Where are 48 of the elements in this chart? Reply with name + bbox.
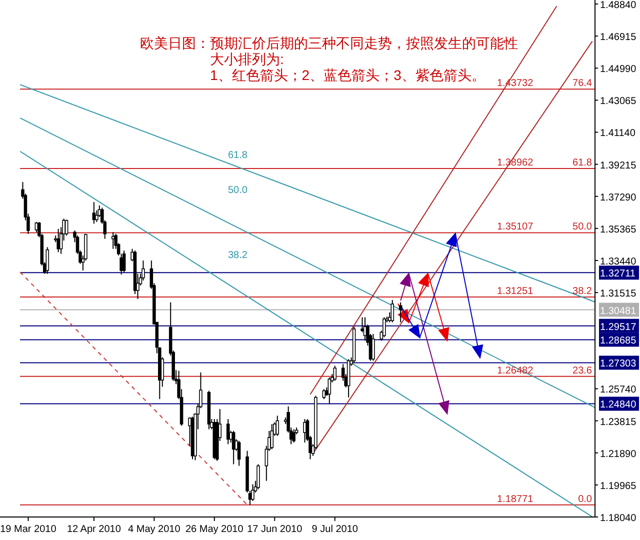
y-tick-label: 1.21890: [600, 448, 637, 460]
x-tick-label: 12 Apr 2010: [66, 524, 122, 535]
annotation: 50.0: [572, 222, 592, 233]
x-tick-label: 4 May 2010: [128, 524, 181, 535]
y-tick-label: 1.46915: [600, 32, 637, 44]
y-tick-label: 1.43065: [600, 96, 637, 108]
ref-line-label: 1.32711: [600, 268, 636, 280]
x-tick-label: 26 May 2010: [185, 524, 244, 535]
ref-line-label: 1.28685: [600, 336, 637, 347]
ref-line-label: 1.27303: [600, 358, 637, 370]
annotation: 76.4: [572, 78, 592, 90]
price-label: 1.24840: [599, 396, 639, 411]
annotation: 23.6: [572, 365, 592, 376]
y-tick-label: 1.39215: [600, 160, 637, 172]
price-label: 1.30481: [599, 302, 639, 317]
y-tick-label: 1.19965: [600, 480, 637, 492]
ref-line-label: 1.31251: [497, 286, 534, 297]
annotation: 61.8: [228, 150, 248, 161]
y-tick-label: 1.25740: [600, 384, 637, 396]
annotation: 1、红色箭头；2、蓝色箭头；3、紫色箭头。: [210, 67, 486, 83]
ref-line-label: 1.30481: [600, 306, 637, 317]
price-label: 1.29517: [599, 318, 639, 333]
annotation: 0.0: [578, 494, 592, 505]
y-tick-label: 1.48840: [600, 0, 637, 11]
annotation: 38.2: [572, 286, 592, 297]
ref-line-label: 1.18771: [497, 494, 534, 505]
x-tick-label: 17 Jun 2010: [247, 524, 303, 535]
y-tick-label: 1.41140: [600, 128, 636, 140]
annotation: 61.8: [572, 158, 592, 169]
price-label: 1.27303: [599, 356, 639, 370]
y-tick-label: 1.23815: [600, 416, 637, 428]
price-label: 1.28685: [599, 332, 639, 347]
ref-line-label: 1.29517: [600, 322, 637, 333]
text: 欧美日图：预期汇价后期的三种不同走势，按照发生的可能性: [140, 35, 518, 51]
y-tick-label: 1.31515: [600, 288, 637, 300]
annotation: 38.2: [228, 250, 248, 261]
x-tick-label: 9 Jul 2010: [312, 524, 358, 535]
y-tick-label: 1.37290: [600, 192, 637, 204]
ref-line-label: 1.35107: [497, 222, 534, 233]
y-tick-label: 1.35365: [600, 224, 637, 236]
y-tick-label: 1.33440: [600, 256, 637, 268]
y-tick-label: 1.44990: [600, 64, 637, 76]
y-tick-label: 1.18040: [600, 513, 637, 524]
text: 大小排列为:: [210, 51, 284, 67]
annotation: 50.0: [228, 185, 248, 196]
x-tick-label: 19 Mar 2010: [0, 524, 57, 535]
ref-line-label: 1.24840: [600, 400, 637, 411]
price-label: 1.32711: [599, 266, 639, 280]
